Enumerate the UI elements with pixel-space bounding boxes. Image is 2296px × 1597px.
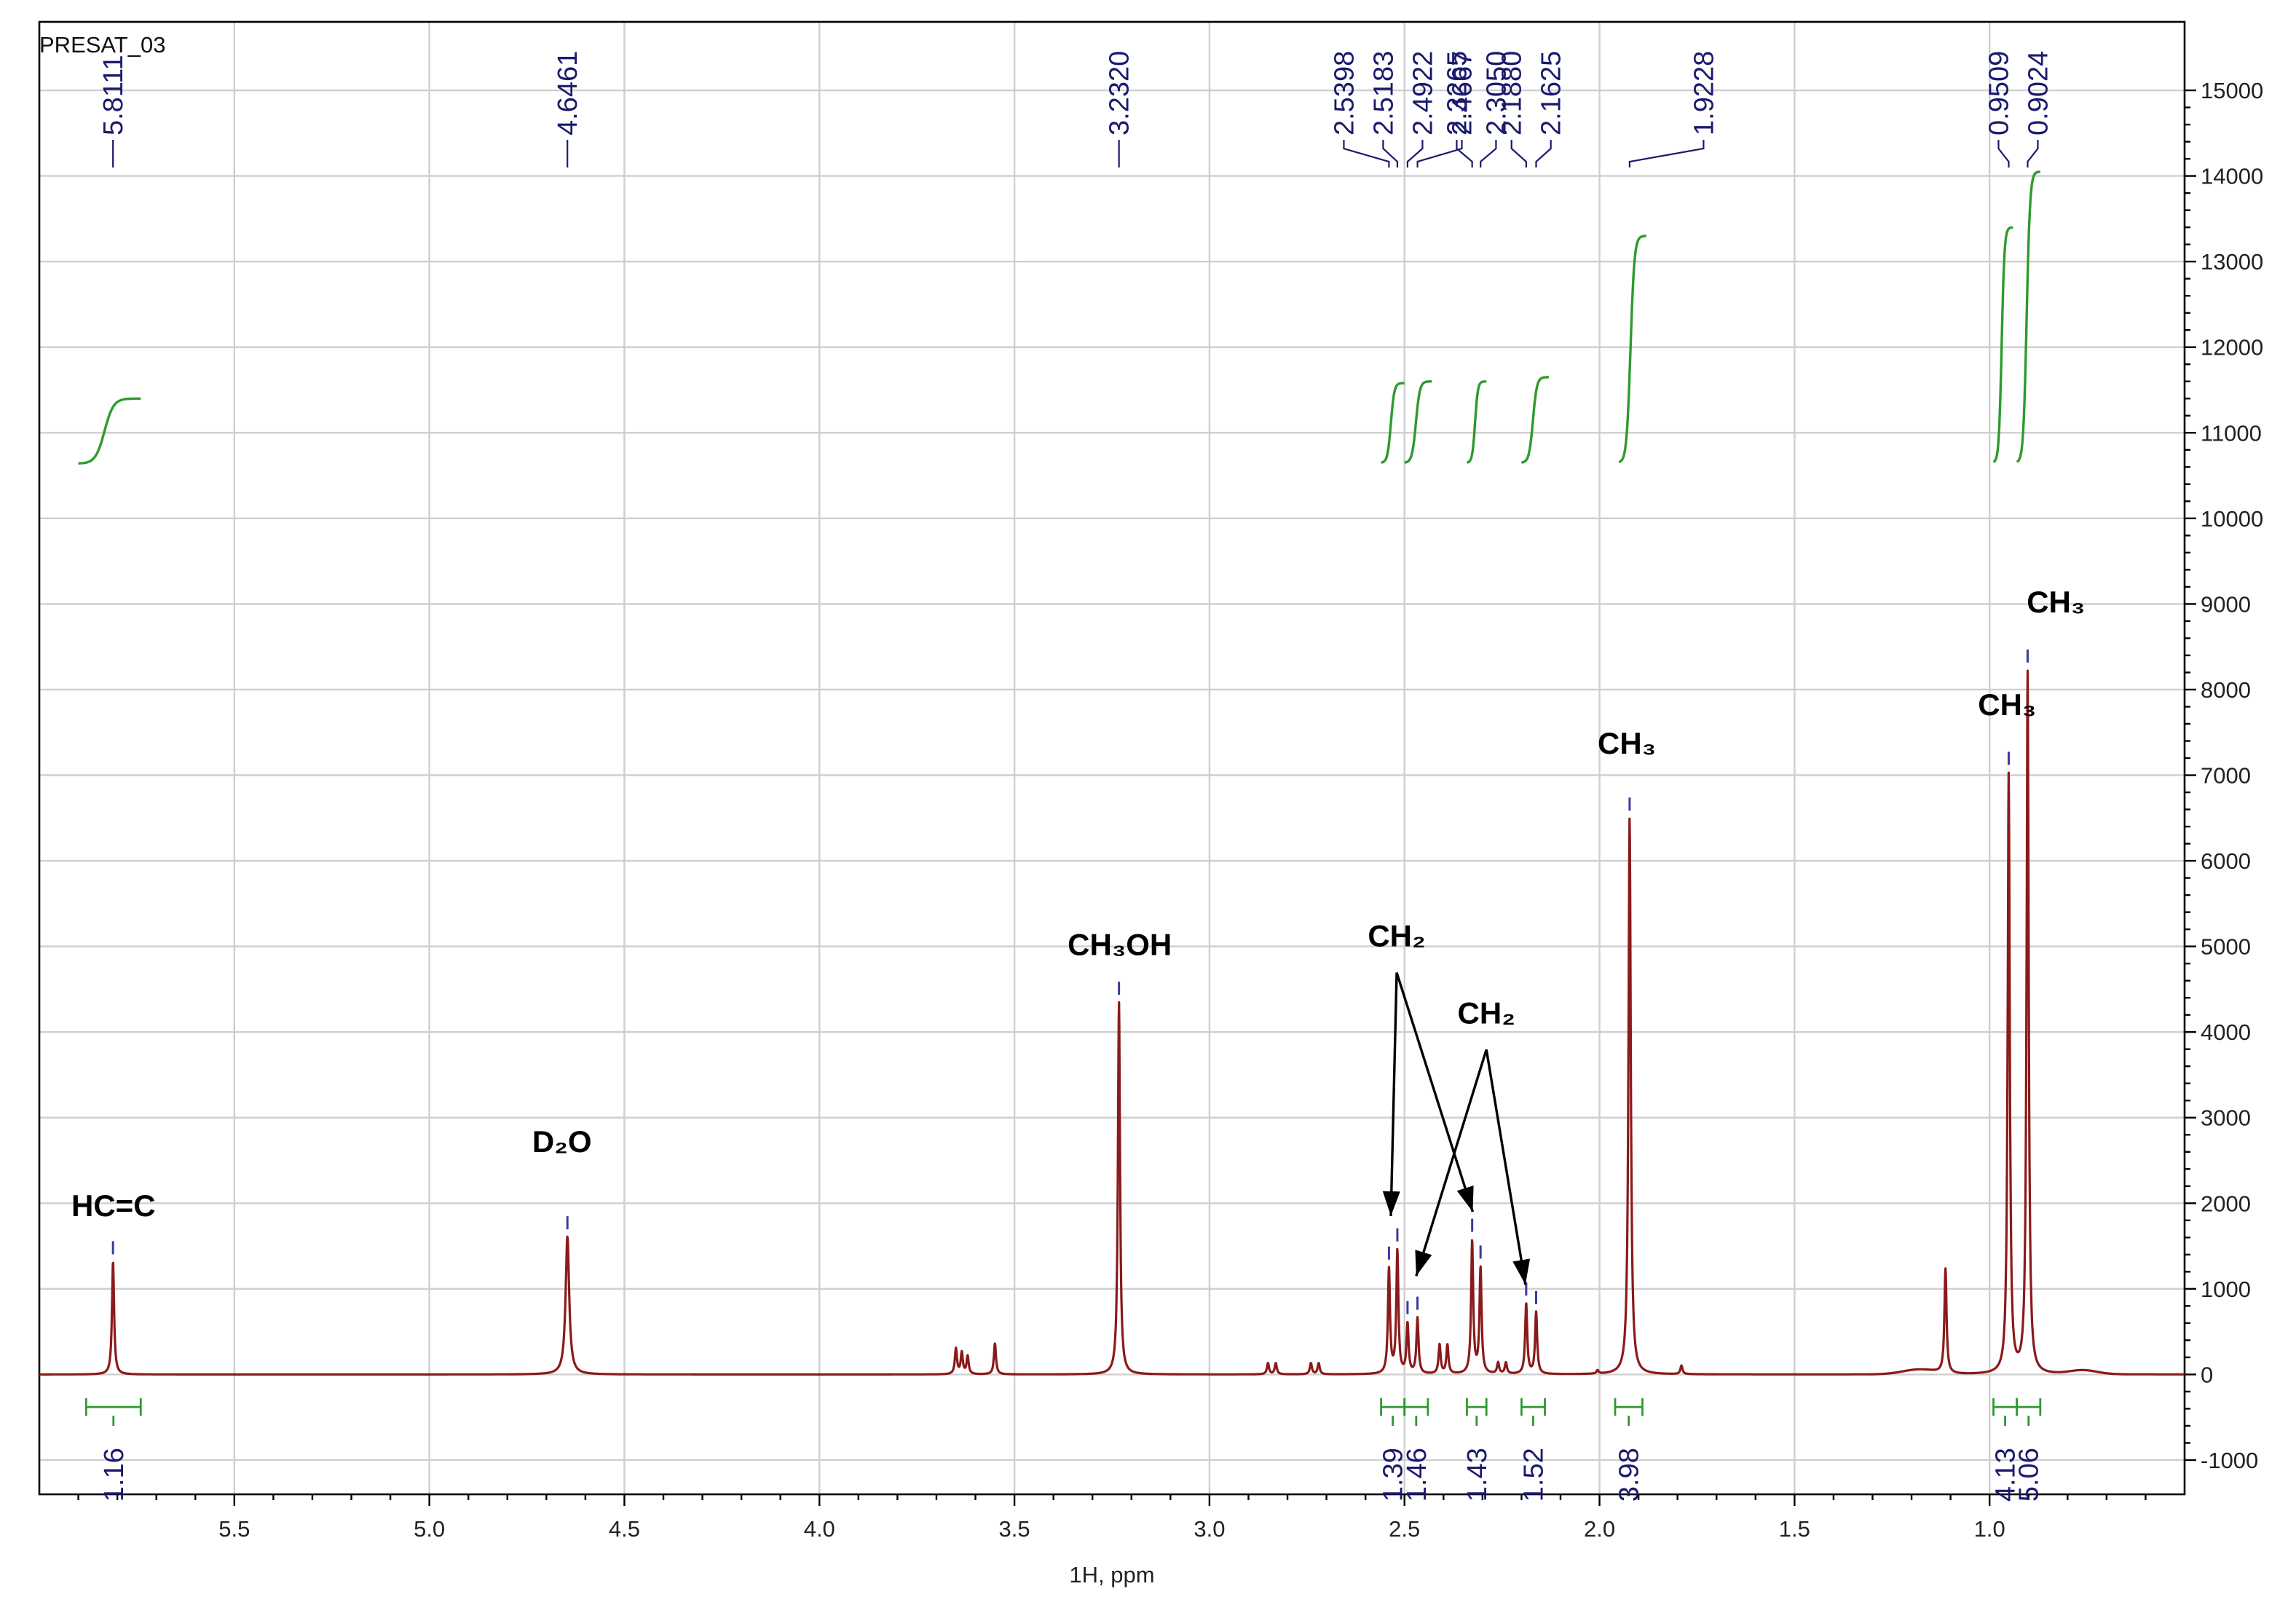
y-tick-label: 4000	[2201, 1020, 2251, 1045]
peak-label-connector	[1456, 140, 1473, 167]
peak-label: 2.4667	[1447, 51, 1478, 135]
peak-label-connector	[1406, 140, 1424, 167]
annotation-arrow	[1395, 971, 1475, 1212]
peak-label: 1.9228	[1689, 51, 1719, 135]
y-tick-label: 11000	[2201, 420, 2262, 446]
y-tick-label: 3000	[2201, 1105, 2251, 1131]
y-tick-label: -1000	[2201, 1448, 2258, 1473]
y-tick-label: 15000	[2201, 78, 2263, 103]
peak-label: 2.4922	[1408, 51, 1438, 135]
x-axis: 5.5 5.0 4.5 4.0 3.5 3.0 2.5 2.0 1.5 1.0	[77, 1494, 2147, 1542]
peak-label-connector	[1382, 140, 1399, 167]
grid	[39, 22, 2185, 1494]
x-tick-label: 4.0	[804, 1516, 835, 1542]
peak-annotation: D₂O	[532, 1124, 592, 1159]
peak-annotation: CH₂	[1368, 919, 1425, 953]
y-tick-label: 8000	[2201, 677, 2251, 703]
integral-value: 1.46	[1402, 1448, 1432, 1502]
x-tick-label: 5.0	[414, 1516, 445, 1542]
annotation-arrow-head	[1415, 1250, 1432, 1277]
peak-label-connector	[1535, 140, 1552, 167]
peak-annotation: HC=C	[71, 1188, 156, 1223]
integral-value: 4.13	[1991, 1448, 2021, 1502]
peak-label: 5.8111	[98, 55, 129, 135]
annotation-arrow-head	[1382, 1191, 1400, 1216]
integral-value: 1.52	[1518, 1448, 1549, 1502]
y-tick-label: 13000	[2201, 249, 2263, 275]
integral-curve	[1992, 226, 2013, 463]
spectrum-trace	[38, 669, 2186, 1376]
integral-value: 1.43	[1462, 1448, 1493, 1502]
integral-curve	[1618, 234, 1646, 464]
integral-curve	[2016, 170, 2041, 463]
peak-label: 2.3265	[1442, 51, 1472, 135]
y-tick-label: 10000	[2201, 506, 2263, 532]
peak-annotation: CH₃	[2027, 585, 2085, 619]
x-tick-label: 3.5	[999, 1516, 1030, 1542]
annotation-arrow	[1485, 1049, 1527, 1285]
integral-value: 1.16	[99, 1448, 130, 1502]
y-tick-label: 9000	[2201, 591, 2251, 617]
x-tick-label: 4.5	[609, 1516, 640, 1542]
x-tick-label: 2.0	[1584, 1516, 1615, 1542]
integral-value: 3.98	[1614, 1448, 1645, 1502]
y-tick-label: 1000	[2201, 1277, 2251, 1302]
y-tick-label: 2000	[2201, 1191, 2251, 1216]
peak-label-connector	[1997, 140, 2010, 167]
y-tick-label: 12000	[2201, 335, 2263, 360]
x-tick-label: 1.0	[1974, 1516, 2005, 1542]
peak-annotation: CH₃	[1598, 726, 1656, 760]
x-axis-label: 1H, ppm	[1069, 1562, 1154, 1588]
spectrum-title: PRESAT_03	[39, 32, 165, 58]
y-tick-label: 14000	[2201, 164, 2263, 189]
y-tick-label: 6000	[2201, 848, 2251, 874]
annotation-arrow-head	[1512, 1258, 1531, 1285]
y-tick-label: 5000	[2201, 934, 2251, 960]
peak-label-connector	[1628, 140, 1705, 167]
peak-labels: 5.8111 4.6461 3.2320 2.5398 2.5183 2.4922 2.46…	[98, 51, 2054, 1314]
peak-label: 3.2320	[1105, 51, 1135, 135]
peak-label: 0.9024	[2023, 51, 2054, 135]
x-tick-label: 5.5	[218, 1516, 250, 1542]
x-tick-label: 1.5	[1779, 1516, 1810, 1542]
peak-label: 2.1880	[1497, 51, 1528, 135]
peak-label: 0.9509	[1984, 51, 2014, 135]
integral-curve	[78, 397, 141, 465]
integral-curve	[1521, 376, 1549, 464]
integral-curves	[78, 170, 2041, 465]
integration-ranges: 1.16 1.391.46 1.43 1.52 3.98 4.135.06	[84, 1398, 2045, 1502]
peak-label-connector	[1416, 140, 1463, 167]
peak-label: 2.5398	[1329, 51, 1360, 135]
peak-label: 2.1625	[1536, 51, 1567, 135]
annotation-arrow	[1415, 1049, 1488, 1277]
peak-annotation: CH₃	[1978, 687, 2036, 722]
peak-label-connector	[1343, 140, 1390, 167]
peak-label-connector	[2027, 140, 2039, 167]
peak-label-connector	[1480, 140, 1497, 167]
integral-curve	[1404, 380, 1432, 464]
annotations: HC=C D₂O CH₃OH CH₂ CH₂ CH₃ CH₃ CH₃	[71, 585, 2085, 1285]
plot-frame	[38, 20, 2186, 1496]
peak-label: 2.3050	[1481, 51, 1512, 135]
x-tick-label: 2.5	[1389, 1516, 1420, 1542]
integral-curve	[1467, 380, 1487, 464]
peak-annotation: CH₃OH	[1068, 927, 1172, 961]
y-tick-label: 7000	[2201, 763, 2251, 789]
annotation-arrow-head	[1456, 1186, 1474, 1212]
integral-value: 5.06	[2014, 1448, 2045, 1502]
peak-label: 2.5183	[1368, 51, 1399, 135]
y-tick-label: 0	[2201, 1362, 2213, 1387]
peak-annotation: CH₂	[1458, 995, 1515, 1030]
y-axis: 1500014000130001200011000100009000800070…	[2185, 78, 2263, 1473]
integral-curve	[1381, 382, 1405, 464]
integral-value: 1.39	[1378, 1448, 1409, 1502]
peak-label-connector	[1510, 140, 1527, 167]
annotation-arrow	[1389, 972, 1398, 1216]
peak-label: 4.6461	[553, 51, 583, 135]
x-tick-label: 3.0	[1194, 1516, 1225, 1542]
